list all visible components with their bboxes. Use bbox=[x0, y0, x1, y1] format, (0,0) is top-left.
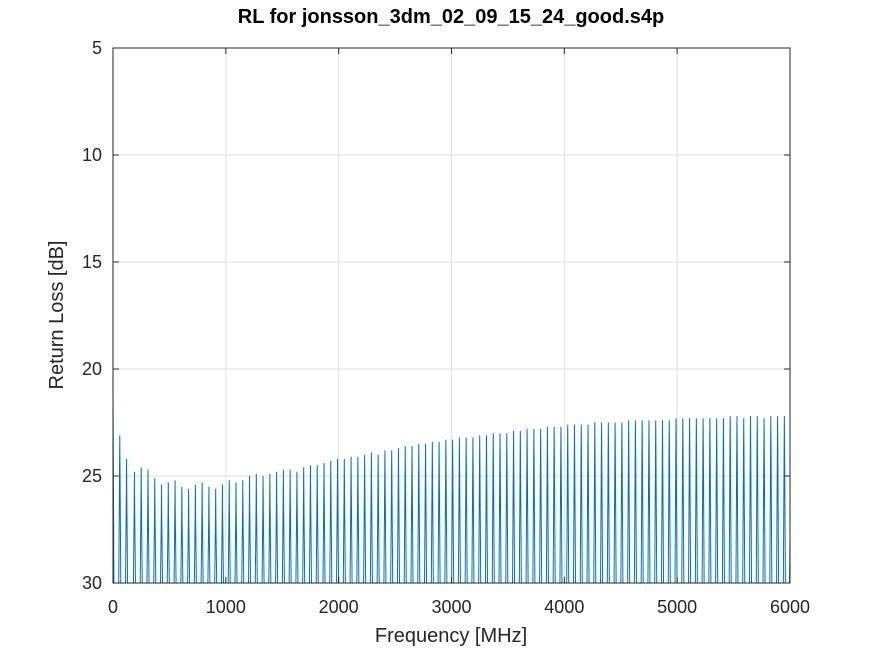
ticks-group: 0 1000 2000 3000 4000 5000 6000 5 10 15 20 25 30 bbox=[82, 38, 810, 617]
x-axis-label: Frequency [MHz] bbox=[375, 625, 527, 647]
x-tick-label: 5000 bbox=[657, 597, 697, 617]
x-tick-label: 0 bbox=[108, 597, 118, 617]
x-tick-label: 1000 bbox=[206, 597, 246, 617]
y-tick-label: 5 bbox=[92, 38, 102, 58]
y-tick-label: 15 bbox=[82, 252, 102, 272]
y-tick-label: 25 bbox=[82, 466, 102, 486]
y-tick-label: 10 bbox=[82, 145, 102, 165]
return-loss-series-line bbox=[112, 390, 791, 584]
y-axis-label: Return Loss [dB] bbox=[46, 241, 68, 390]
grid bbox=[113, 48, 790, 583]
y-tick-label: 20 bbox=[82, 359, 102, 379]
x-tick-label: 4000 bbox=[544, 597, 584, 617]
y-tick-label: 30 bbox=[82, 573, 102, 593]
chart-title: RL for jonsson_3dm_02_09_15_24_good.s4p bbox=[238, 6, 664, 28]
x-tick-label: 3000 bbox=[431, 597, 471, 617]
series-group bbox=[112, 390, 791, 584]
x-tick-label: 2000 bbox=[319, 597, 359, 617]
x-tick-label: 6000 bbox=[770, 597, 810, 617]
